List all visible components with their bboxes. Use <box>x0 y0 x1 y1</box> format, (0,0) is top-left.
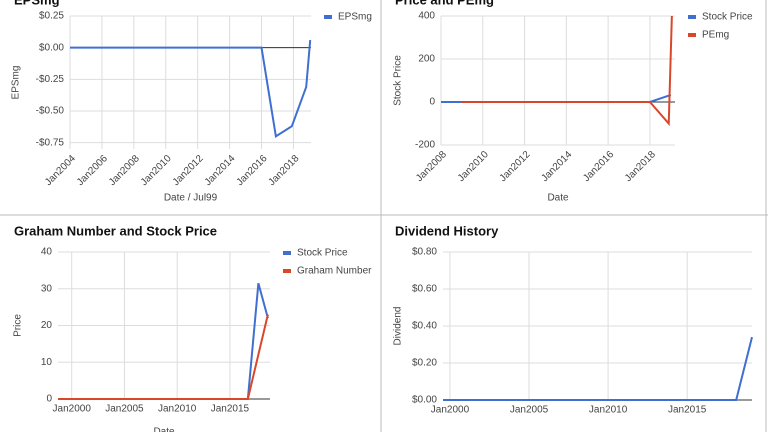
line-series <box>58 314 269 400</box>
legend-label: Stock Price <box>297 248 348 259</box>
y-tick-label: 10 <box>41 357 53 368</box>
line-series <box>70 39 312 138</box>
chart-title: EPSmg <box>14 0 60 7</box>
y-axis-label: Dividend <box>393 307 404 346</box>
x-tick-label: Jan2015 <box>211 404 250 415</box>
y-axis-label: EPSmg <box>11 66 22 100</box>
legend-label: EPSmg <box>338 12 372 23</box>
y-tick-label: $0.00 <box>39 42 64 53</box>
y-tick-label: -$0.75 <box>36 137 65 148</box>
x-axis-label: Date / Jul99 <box>164 193 218 204</box>
y-tick-label: 400 <box>418 11 435 22</box>
chart-title: Graham Number and Stock Price <box>14 223 217 238</box>
x-tick-label: Jan2005 <box>105 404 144 415</box>
y-tick-label: 200 <box>418 54 435 65</box>
legend-label: Graham Number <box>297 266 372 277</box>
y-tick-label: -200 <box>415 140 435 151</box>
y-tick-label: $0.00 <box>412 395 437 406</box>
legend-label: PEmg <box>702 30 729 41</box>
x-tick-label: Jan2015 <box>668 405 707 416</box>
x-tick-label: Jan2005 <box>510 405 549 416</box>
y-axis-label: Price <box>13 314 24 337</box>
y-tick-label: $0.80 <box>412 247 437 258</box>
y-tick-label: -$0.25 <box>36 74 65 85</box>
x-axis-label: Date <box>547 193 569 204</box>
x-axis-label: Date <box>153 427 175 432</box>
y-tick-label: $0.40 <box>412 321 437 332</box>
x-tick-label: Jan2000 <box>53 404 92 415</box>
y-tick-label: -$0.50 <box>36 106 65 117</box>
line-series <box>443 336 753 401</box>
line-series <box>461 15 673 127</box>
y-tick-label: $0.60 <box>412 284 437 295</box>
chart-title: Price and PEmg <box>395 0 494 7</box>
y-tick-label: 20 <box>41 320 53 331</box>
y-tick-label: 0 <box>429 97 435 108</box>
chart-title: Dividend History <box>395 223 499 238</box>
y-tick-label: $0.20 <box>412 358 437 369</box>
y-tick-label: 40 <box>41 247 53 258</box>
x-tick-label: Jan2010 <box>589 405 628 416</box>
y-tick-label: $0.25 <box>39 11 64 22</box>
x-tick-label: Jan2000 <box>431 405 470 416</box>
y-axis-label: Stock Price <box>393 55 404 106</box>
x-tick-label: Jan2010 <box>158 404 197 415</box>
y-tick-label: 0 <box>46 394 52 405</box>
legend-label: Stock Price <box>702 12 753 23</box>
y-tick-label: 30 <box>41 283 53 294</box>
